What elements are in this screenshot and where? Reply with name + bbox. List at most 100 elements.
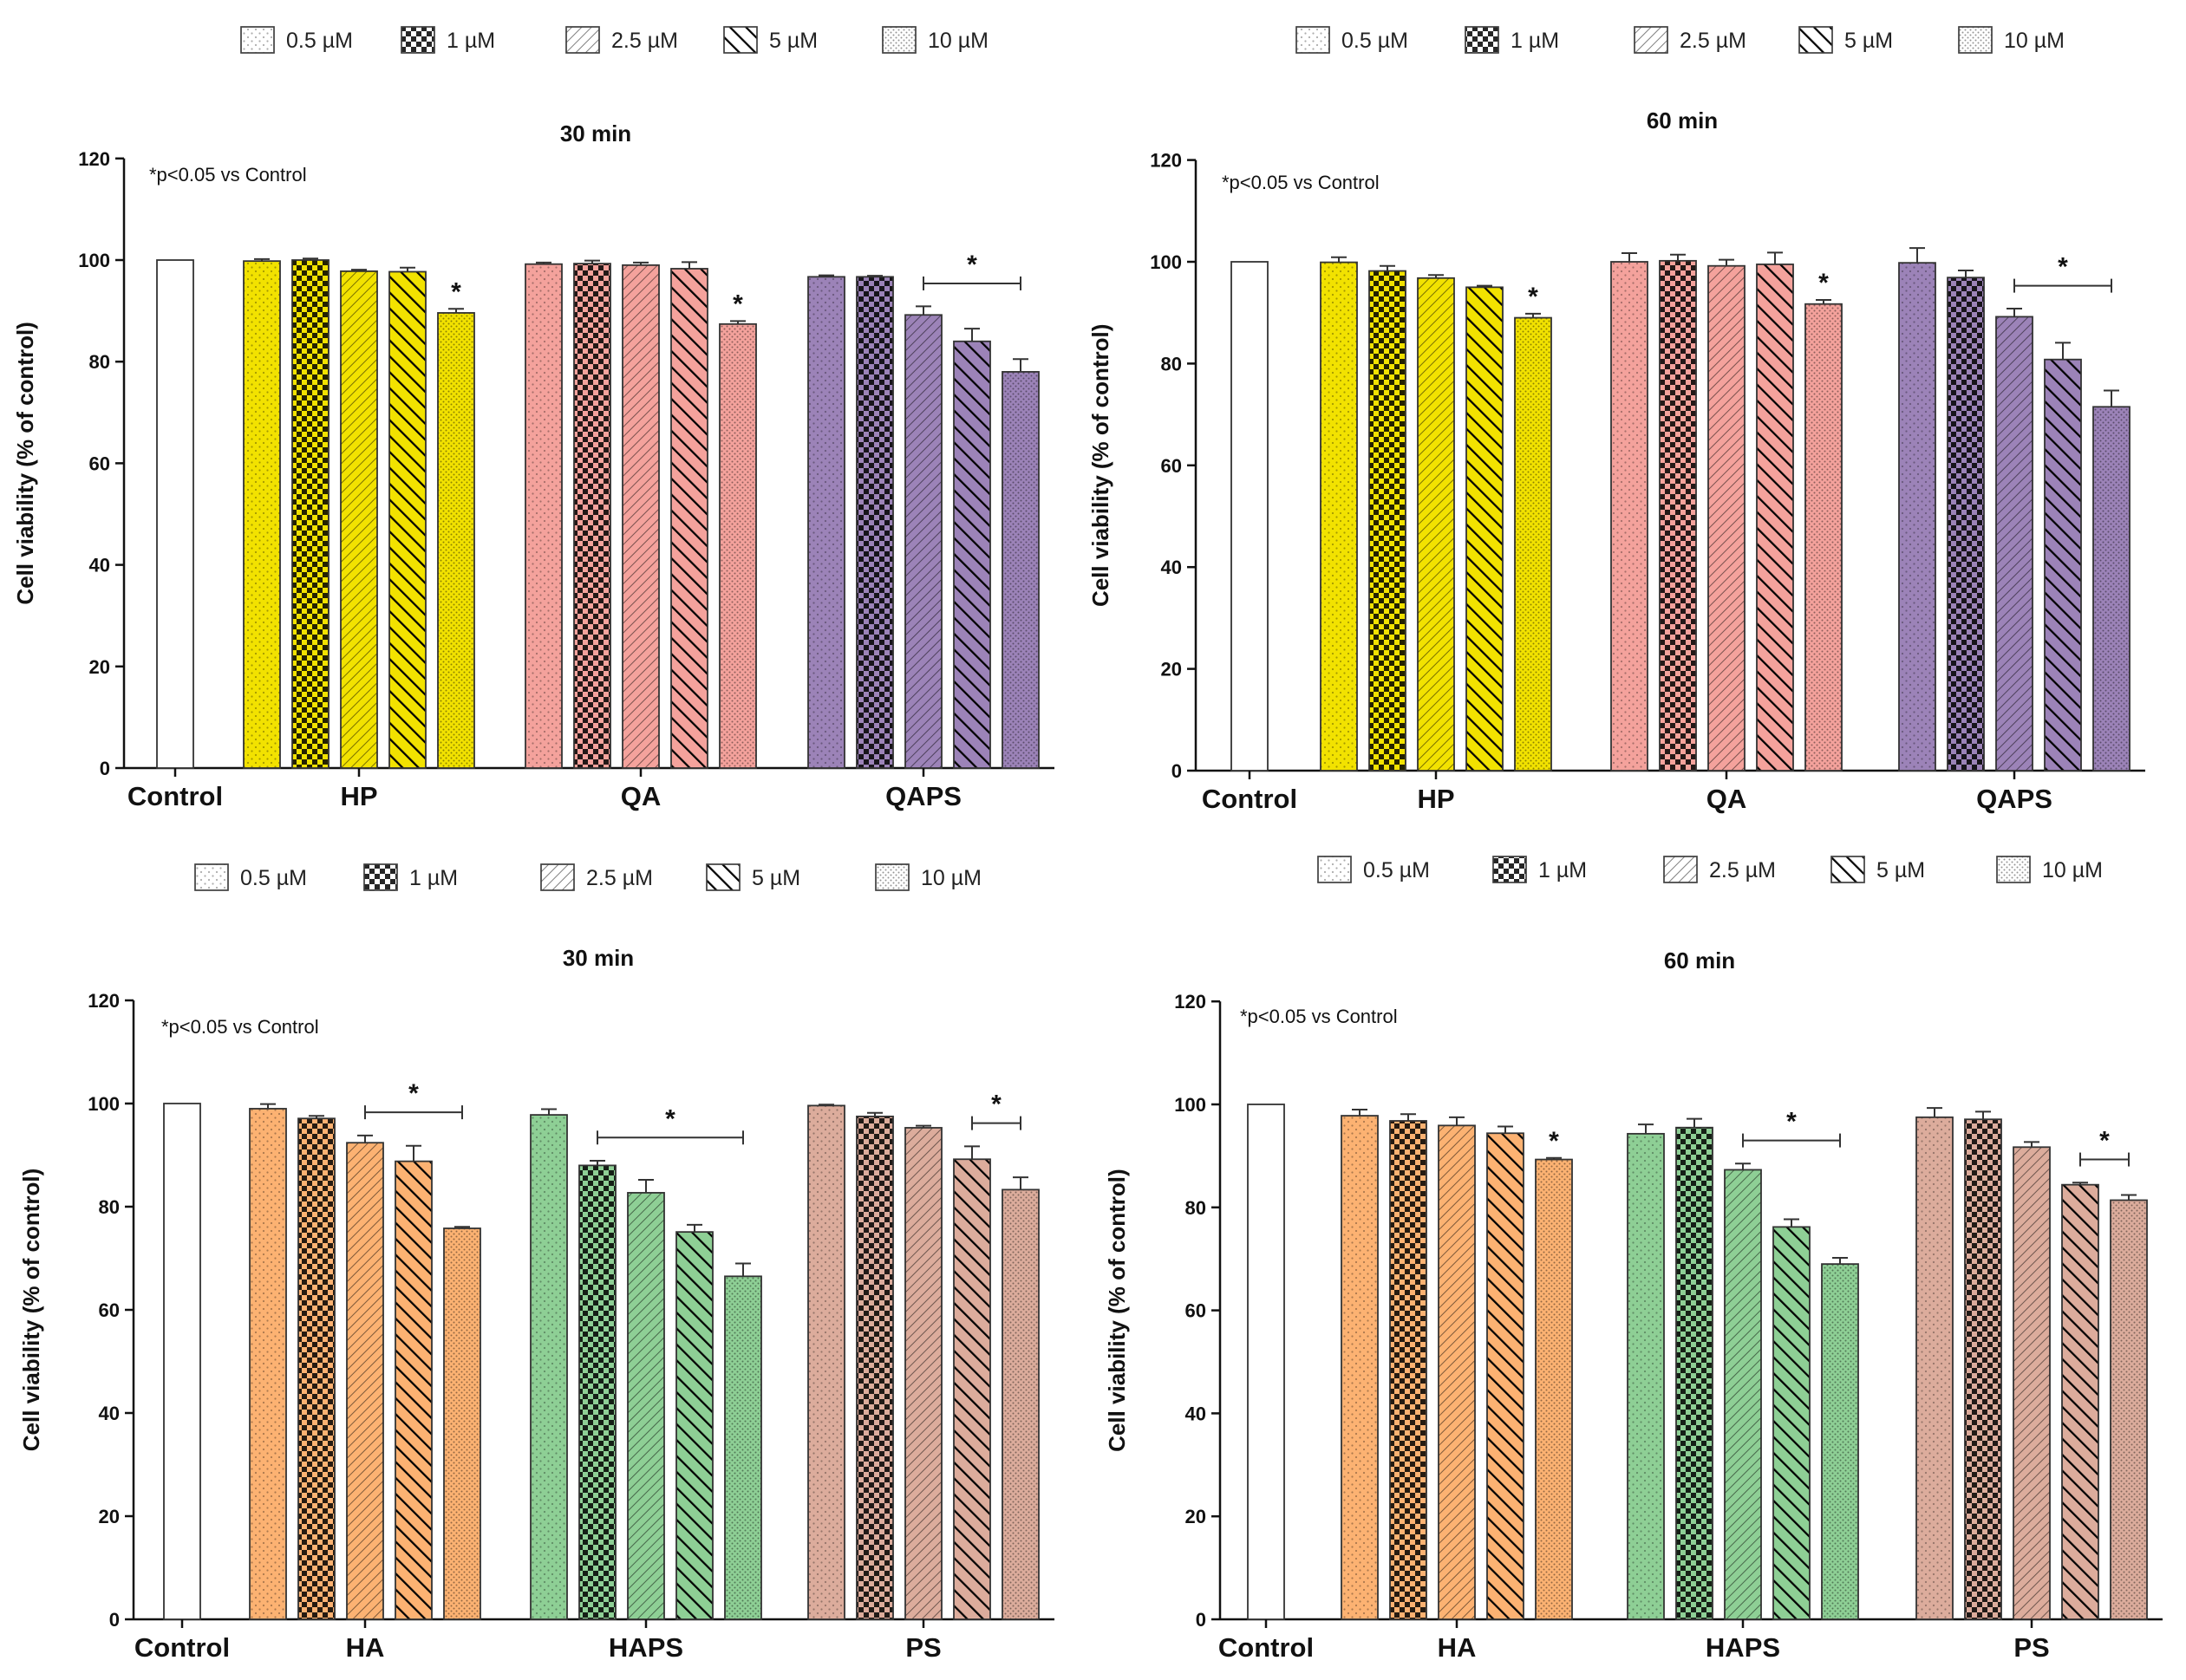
bar-ha-pattern [1439, 1125, 1475, 1619]
bar-hp-pattern [1369, 270, 1406, 771]
bar-ps-pattern [1916, 1117, 1953, 1619]
bar-qa-pattern [1660, 260, 1696, 771]
significance-note: *p<0.05 vs Control [1240, 1006, 1398, 1027]
legend-label: 1 µM [409, 866, 458, 890]
significance-note: *p<0.05 vs Control [1222, 172, 1380, 193]
bar-ps-pattern [1002, 1189, 1039, 1619]
y-tick-label: 20 [1161, 659, 1182, 680]
bar-haps-pattern [1773, 1227, 1810, 1619]
legend-swatch [401, 26, 435, 54]
bar-qaps-pattern [1996, 316, 2033, 771]
legend-swatch [1295, 26, 1330, 54]
x-tick-label-qa: QA [621, 781, 662, 811]
legend-swatch [565, 26, 600, 54]
bar-qa-pattern [1611, 262, 1648, 771]
x-tick-label-ps: PS [905, 1632, 941, 1663]
bar-qa-pattern [671, 268, 708, 768]
y-tick-label: 100 [88, 1093, 120, 1115]
significance-bracket: * [364, 1079, 463, 1120]
chart-title: 30 min [563, 945, 634, 971]
bar-qaps-pattern [2045, 359, 2081, 771]
bar-ps-pattern [954, 1159, 990, 1619]
bar-hp-pattern [341, 270, 377, 769]
bar-haps-pattern [628, 1192, 664, 1619]
bar-ha-pattern [250, 1108, 286, 1619]
bar-qa-pattern [525, 264, 562, 768]
bar-hp-pattern [1466, 287, 1503, 772]
bar-qa-pattern [1708, 265, 1745, 771]
legend-label: 0.5 µM [240, 866, 307, 890]
x-tick-label-qa: QA [1706, 784, 1747, 814]
y-tick-label: 40 [1161, 557, 1182, 578]
y-tick-label: 0 [1196, 1609, 1206, 1631]
bar-hp-pattern [438, 312, 474, 769]
legend-swatch [1663, 856, 1698, 883]
legend-label: 10 µM [928, 29, 989, 53]
legend: 0.5 µM 1 µM 2.5 µM 5 µM 10 µM [1317, 856, 2103, 883]
bar-haps-pattern [579, 1165, 616, 1619]
significance-star: * [733, 290, 743, 318]
bar-qaps-pattern [808, 277, 845, 768]
bar-haps-pattern [1822, 1264, 1858, 1619]
legend-label: 0.5 µM [286, 29, 353, 53]
bar-qaps-pattern [1948, 277, 1984, 771]
bar-ha-pattern [1341, 1116, 1378, 1619]
bar-ps-pattern [2062, 1184, 2098, 1619]
y-tick-label: 120 [1150, 150, 1182, 172]
bar-ps-pattern [857, 1116, 893, 1619]
significance-star: * [408, 1079, 419, 1108]
y-tick-label: 80 [99, 1196, 120, 1218]
legend-swatch [1830, 856, 1865, 883]
bar-haps-pattern [531, 1115, 567, 1619]
x-tick-label-qaps: QAPS [885, 781, 962, 811]
bar-qaps-pattern [1899, 263, 1935, 771]
y-tick-label: 120 [78, 148, 110, 170]
y-axis-label: Cell viability (% of control) [18, 1169, 44, 1451]
legend-label: 0.5 µM [1341, 29, 1408, 53]
significance-bracket: * [923, 251, 1021, 290]
y-tick-label: 20 [89, 656, 110, 678]
x-tick-label-hp: HP [340, 781, 377, 811]
x-tick-label-control: Control [1202, 784, 1297, 814]
bar-ha-pattern [347, 1143, 383, 1619]
chart-panel-4: 0.5 µM 1 µM 2.5 µM 5 µM 10 µM 60 min *p<0.05 v… [1104, 856, 2163, 1663]
x-tick-label-ha: HA [346, 1632, 385, 1663]
legend-swatch [240, 26, 275, 54]
legend-swatch [1492, 856, 1527, 883]
legend-label: 5 µM [1844, 29, 1893, 53]
bar-qa-pattern [623, 264, 659, 768]
significance-bracket: * [2013, 253, 2112, 293]
x-tick-label-hp: HP [1417, 784, 1454, 814]
bar-ha-pattern [1390, 1121, 1426, 1619]
legend-swatch [1958, 26, 1993, 54]
legend-swatch [540, 863, 575, 891]
x-tick-label-control: Control [1218, 1632, 1314, 1663]
bar-control-fill [1231, 262, 1268, 771]
bar-ps-pattern [2111, 1200, 2147, 1619]
bar-qaps-pattern [905, 315, 942, 769]
y-axis-label: Cell viability (% of control) [1087, 324, 1113, 607]
legend-label: 2.5 µM [1680, 29, 1746, 53]
legend-swatch [1798, 26, 1833, 54]
y-tick-label: 120 [88, 990, 120, 1012]
legend-label: 1 µM [447, 29, 495, 53]
bar-qa-pattern [1757, 264, 1793, 771]
y-tick-label: 80 [89, 351, 110, 373]
legend-label: 1 µM [1511, 29, 1559, 53]
y-axis-label: Cell viability (% of control) [1104, 1169, 1130, 1451]
y-tick-label: 0 [1171, 760, 1182, 782]
bar-ha-pattern [444, 1227, 480, 1619]
legend-label: 2.5 µM [611, 29, 678, 53]
bar-ha-pattern [1536, 1159, 1572, 1619]
bar-ps-pattern [905, 1127, 942, 1619]
bar-hp-pattern [244, 261, 280, 768]
legend: 0.5 µM 1 µM 2.5 µM 5 µM 10 µM [240, 26, 989, 54]
significance-star: * [2058, 253, 2068, 282]
chart-panel-1: 0.5 µM 1 µM 2.5 µM 5 µM 10 µM 30 min *p<0.05 v… [12, 26, 1054, 811]
legend-swatch [875, 863, 910, 891]
bar-ps-pattern [808, 1105, 845, 1619]
y-tick-label: 60 [1185, 1300, 1206, 1322]
significance-bracket: * [2079, 1127, 2130, 1167]
bar-ha-pattern [1487, 1133, 1524, 1619]
